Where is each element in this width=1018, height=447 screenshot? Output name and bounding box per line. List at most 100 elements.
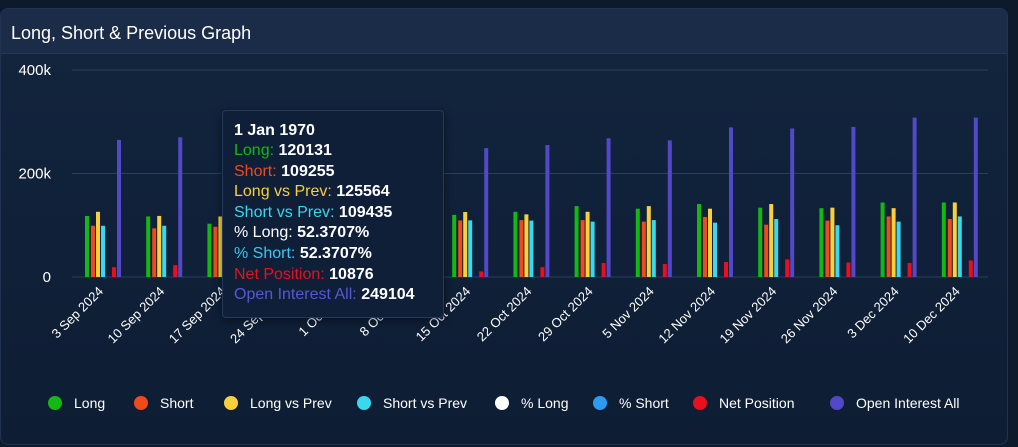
bar-net-position[interactable] bbox=[112, 267, 116, 277]
bar-short[interactable] bbox=[825, 220, 830, 277]
bar-short-vs-prev[interactable] bbox=[590, 221, 595, 277]
bar-long[interactable] bbox=[758, 207, 763, 277]
bar-short[interactable] bbox=[213, 226, 218, 277]
bar-short-vs-prev[interactable] bbox=[835, 225, 840, 277]
legend-item-short[interactable]: Short bbox=[134, 393, 193, 413]
bar-net-position[interactable] bbox=[968, 260, 973, 277]
bar-short[interactable] bbox=[764, 224, 769, 277]
bar-short[interactable] bbox=[947, 219, 952, 277]
legend-label: Open Interest All bbox=[856, 395, 960, 411]
bar-long[interactable] bbox=[635, 208, 640, 277]
legend-label: Long vs Prev bbox=[250, 395, 332, 411]
bar-short[interactable] bbox=[703, 216, 707, 277]
bar-open-interest-all[interactable] bbox=[851, 126, 856, 277]
bar-long[interactable] bbox=[207, 223, 212, 277]
bar-open-interest-all[interactable] bbox=[117, 139, 121, 277]
bar-net-position[interactable] bbox=[479, 271, 484, 277]
bar-long-vs-prev[interactable] bbox=[157, 215, 162, 277]
bar-short-vs-prev[interactable] bbox=[468, 220, 473, 277]
x-tick-label: 19 Nov 2024 bbox=[717, 284, 780, 347]
bar-open-interest-all[interactable] bbox=[729, 127, 733, 277]
bar-net-position[interactable] bbox=[601, 263, 606, 277]
bar-net-position[interactable] bbox=[540, 267, 545, 277]
bar-long-vs-prev[interactable] bbox=[218, 216, 223, 277]
bar-short[interactable] bbox=[641, 221, 646, 277]
y-tick-label: 200k bbox=[18, 166, 51, 183]
legend-marker-icon bbox=[48, 396, 62, 410]
legend-item-net-position[interactable]: Net Position bbox=[693, 393, 794, 413]
tooltip-row-value: 52.3707% bbox=[299, 244, 372, 262]
bar-long[interactable] bbox=[880, 202, 885, 277]
bar-open-interest-all[interactable] bbox=[790, 128, 795, 277]
bar-long-vs-prev[interactable] bbox=[952, 202, 957, 277]
tooltip-row: Long: 120131 bbox=[234, 141, 433, 162]
bar-short-vs-prev[interactable] bbox=[713, 222, 717, 277]
bar-short-vs-prev[interactable] bbox=[896, 221, 901, 277]
bar-open-interest-all[interactable] bbox=[912, 117, 917, 277]
card-header: Long, Short & Previous Graph bbox=[1, 9, 1007, 54]
x-tick-label: 5 Nov 2024 bbox=[599, 284, 657, 342]
legend-item-open-interest-all[interactable]: Open Interest All bbox=[830, 393, 960, 413]
legend-item-long-vs-prev[interactable]: Long vs Prev bbox=[224, 393, 332, 413]
bar-short-vs-prev[interactable] bbox=[651, 220, 656, 277]
legend-item-short-vs-prev[interactable]: Short vs Prev bbox=[357, 393, 467, 413]
legend-item-long[interactable]: % Long bbox=[495, 393, 568, 413]
bar-long[interactable] bbox=[574, 206, 579, 277]
bar-long[interactable] bbox=[452, 214, 457, 277]
x-tick-label: 29 Oct 2024 bbox=[535, 284, 596, 345]
bar-short-vs-prev[interactable] bbox=[529, 220, 534, 277]
bar-net-position[interactable] bbox=[724, 261, 728, 277]
bar-long-vs-prev[interactable] bbox=[463, 212, 468, 277]
legend-label: Net Position bbox=[719, 395, 795, 411]
tooltip-row-value: 10876 bbox=[329, 265, 374, 283]
bar-short-vs-prev[interactable] bbox=[162, 225, 167, 277]
bar-long[interactable] bbox=[513, 211, 518, 277]
legend-item-long[interactable]: Long bbox=[48, 393, 105, 413]
bar-long-vs-prev[interactable] bbox=[769, 204, 774, 277]
bar-open-interest-all[interactable] bbox=[178, 137, 183, 277]
bar-short-vs-prev[interactable] bbox=[774, 219, 779, 277]
bar-open-interest-all[interactable] bbox=[606, 138, 611, 277]
bar-net-position[interactable] bbox=[785, 259, 790, 277]
bar-long-vs-prev[interactable] bbox=[891, 208, 896, 277]
bar-long[interactable] bbox=[85, 215, 89, 277]
tooltip-row: Open Interest All: 249104 bbox=[234, 285, 433, 306]
bar-short[interactable] bbox=[152, 228, 157, 277]
y-axis-ticks: 0 200k 400k bbox=[18, 62, 51, 286]
x-tick-label: 10 Dec 2024 bbox=[900, 284, 963, 347]
tooltip-row-label: % Long: bbox=[234, 224, 298, 242]
bar-net-position[interactable] bbox=[662, 264, 667, 277]
bar-long[interactable] bbox=[697, 204, 701, 277]
bar-long-vs-prev[interactable] bbox=[96, 211, 100, 277]
bar-short[interactable] bbox=[519, 220, 524, 277]
bar-open-interest-all[interactable] bbox=[545, 145, 550, 277]
tooltip-row: % Short: 52.3707% bbox=[234, 244, 433, 265]
bar-net-position[interactable] bbox=[907, 263, 912, 277]
hover-tooltip: 1 Jan 1970 Long: 120131 Short: 109255 Long… bbox=[222, 110, 444, 318]
bar-long-vs-prev[interactable] bbox=[524, 214, 529, 277]
bar-long-vs-prev[interactable] bbox=[585, 211, 590, 277]
bar-short[interactable] bbox=[91, 225, 95, 277]
legend-label: Short bbox=[160, 395, 194, 411]
legend-item-short[interactable]: % Short bbox=[593, 393, 669, 413]
bar-long[interactable] bbox=[941, 202, 946, 277]
bar-net-position[interactable] bbox=[846, 262, 851, 277]
bar-short[interactable] bbox=[458, 220, 463, 277]
tooltip-row: Net Position: 10876 bbox=[234, 265, 433, 286]
bar-short-vs-prev[interactable] bbox=[957, 216, 962, 277]
tooltip-row-value: 52.3707% bbox=[297, 224, 370, 242]
bar-net-position[interactable] bbox=[173, 265, 178, 277]
bar-open-interest-all[interactable] bbox=[484, 148, 489, 277]
bar-long[interactable] bbox=[819, 208, 824, 277]
tooltip-row-value: 109435 bbox=[338, 203, 393, 221]
bar-long-vs-prev[interactable] bbox=[830, 207, 835, 277]
bar-short[interactable] bbox=[886, 216, 891, 277]
bar-short[interactable] bbox=[580, 220, 585, 277]
bar-long[interactable] bbox=[146, 216, 151, 277]
bar-short-vs-prev[interactable] bbox=[101, 225, 105, 277]
bar-long-vs-prev[interactable] bbox=[646, 206, 651, 277]
legend-marker-icon bbox=[224, 396, 238, 410]
bar-open-interest-all[interactable] bbox=[973, 117, 978, 277]
bar-long-vs-prev[interactable] bbox=[708, 208, 712, 277]
bar-open-interest-all[interactable] bbox=[667, 140, 672, 277]
